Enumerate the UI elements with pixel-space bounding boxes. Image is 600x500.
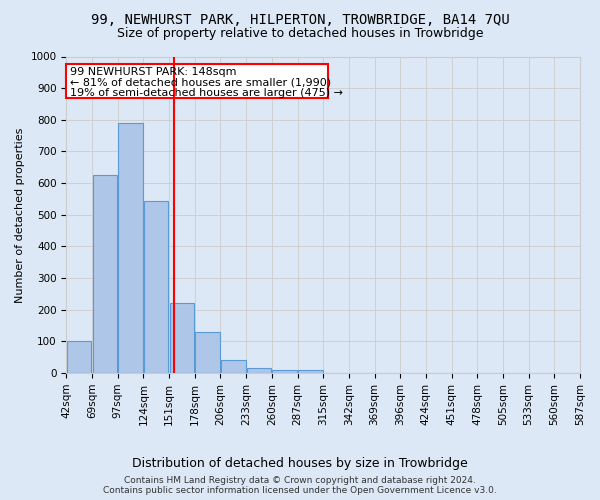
Bar bbox=[298, 370, 323, 373]
Bar bbox=[67, 342, 91, 373]
Text: Distribution of detached houses by size in Trowbridge: Distribution of detached houses by size … bbox=[132, 458, 468, 470]
Text: Contains HM Land Registry data © Crown copyright and database right 2024.
Contai: Contains HM Land Registry data © Crown c… bbox=[103, 476, 497, 495]
Bar bbox=[170, 304, 194, 373]
Bar bbox=[144, 200, 169, 373]
Text: 19% of semi-detached houses are larger (475) →: 19% of semi-detached houses are larger (… bbox=[70, 88, 343, 98]
Y-axis label: Number of detached properties: Number of detached properties bbox=[15, 127, 25, 302]
Text: 99, NEWHURST PARK, HILPERTON, TROWBRIDGE, BA14 7QU: 99, NEWHURST PARK, HILPERTON, TROWBRIDGE… bbox=[91, 12, 509, 26]
Bar bbox=[247, 368, 271, 373]
Bar bbox=[272, 370, 297, 373]
FancyBboxPatch shape bbox=[67, 64, 328, 98]
Text: Size of property relative to detached houses in Trowbridge: Size of property relative to detached ho… bbox=[117, 28, 483, 40]
Bar bbox=[221, 360, 245, 373]
Bar bbox=[196, 332, 220, 373]
Text: 99 NEWHURST PARK: 148sqm: 99 NEWHURST PARK: 148sqm bbox=[70, 67, 237, 77]
Bar bbox=[118, 123, 143, 373]
Text: ← 81% of detached houses are smaller (1,990): ← 81% of detached houses are smaller (1,… bbox=[70, 78, 331, 88]
Bar bbox=[93, 175, 117, 373]
